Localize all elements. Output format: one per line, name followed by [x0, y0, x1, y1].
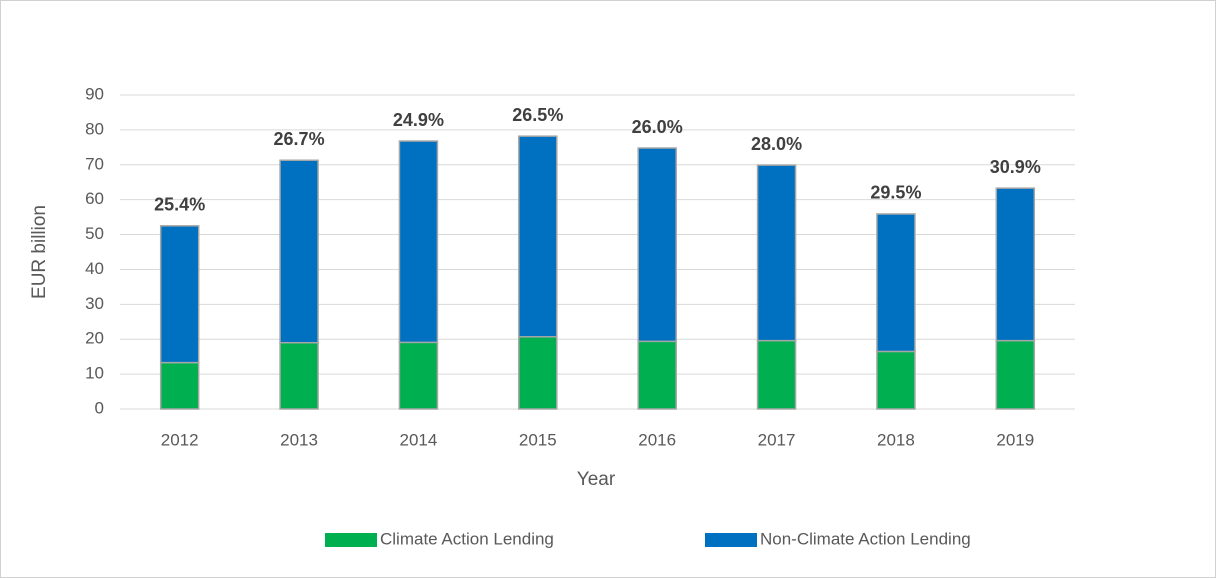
- bar-annotation: 25.4%: [154, 195, 205, 215]
- y-tick-label: 40: [85, 259, 104, 278]
- legend-label: Non-Climate Action Lending: [760, 529, 971, 548]
- x-tick-label: 2014: [400, 430, 438, 449]
- bar-annotation: 26.0%: [632, 117, 683, 137]
- y-tick-label: 90: [85, 84, 104, 103]
- y-tick-label: 0: [95, 398, 104, 417]
- bar-segment: [756, 339, 797, 410]
- y-tick-label: 50: [85, 224, 104, 243]
- bar-segment: [876, 350, 916, 410]
- bar-segment: [756, 164, 797, 342]
- y-tick-label: 20: [85, 329, 104, 348]
- x-tick-label: 2012: [161, 430, 199, 449]
- legend-label: Climate Action Lending: [380, 529, 554, 548]
- bar-annotation: 26.5%: [512, 105, 563, 125]
- bar-segment: [159, 225, 200, 364]
- x-tick-label: 2017: [758, 430, 796, 449]
- bar-annotation: 26.7%: [274, 129, 325, 149]
- bar-segment: [637, 340, 677, 410]
- bar-segment: [995, 187, 1036, 342]
- bar-segment: [518, 135, 558, 338]
- bar-annotation: 29.5%: [870, 183, 921, 203]
- y-axis-title: EUR billion: [29, 205, 50, 299]
- y-tick-label: 70: [85, 154, 104, 173]
- bar-segment: [398, 341, 439, 410]
- bar-annotation: 24.9%: [393, 110, 444, 130]
- bar-segment: [876, 213, 916, 353]
- x-tick-label: 2016: [638, 430, 676, 449]
- bar-segment: [279, 159, 319, 344]
- x-tick-label: 2015: [519, 430, 557, 449]
- bar-segment: [518, 336, 558, 410]
- bar-annotation: 28.0%: [751, 134, 802, 154]
- x-axis-title: Year: [577, 469, 616, 490]
- y-tick-label: 30: [85, 294, 104, 313]
- bar-annotation: 30.9%: [990, 157, 1041, 177]
- bar-segment: [637, 147, 677, 343]
- y-tick-label: 10: [85, 364, 104, 383]
- y-tick-label: 60: [85, 189, 104, 208]
- bar-segment: [159, 361, 200, 410]
- y-tick-label: 80: [85, 119, 104, 138]
- bar-segment: [398, 140, 439, 344]
- bar-segment: [279, 341, 319, 410]
- legend-swatch: [325, 533, 377, 547]
- x-tick-label: 2018: [877, 430, 915, 449]
- x-tick-label: 2019: [996, 430, 1034, 449]
- bar-segment: [995, 339, 1036, 410]
- x-tick-label: 2013: [280, 430, 318, 449]
- legend-swatch: [705, 533, 757, 547]
